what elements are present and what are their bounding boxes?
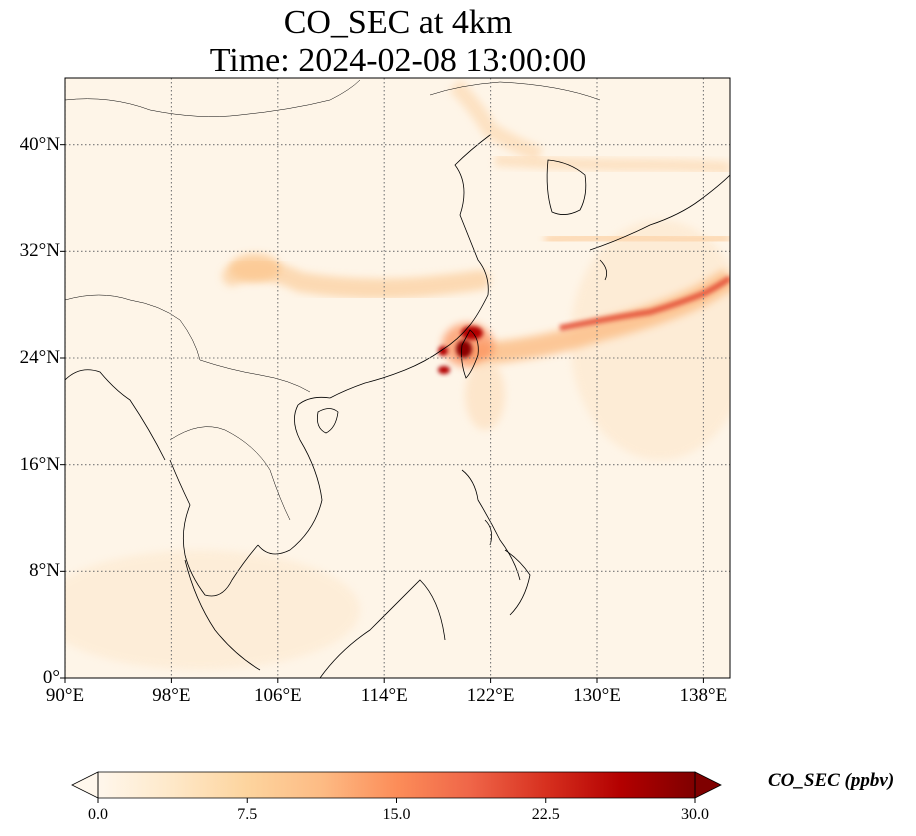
lon-tick-label: 130°E	[573, 685, 621, 706]
lon-tick-label: 114°E	[360, 685, 408, 706]
lat-tick-label: 24°N	[19, 347, 60, 368]
colorbar-tick-label: 15.0	[382, 806, 411, 823]
colorbar-tick-label: 7.5	[237, 806, 258, 823]
lat-tick-label: 40°N	[19, 133, 60, 155]
map-time-subtitle: Time: 2024-02-08 13:00:00	[209, 42, 587, 79]
gridlines	[65, 78, 730, 678]
lon-tick-label: 106°E	[253, 685, 302, 706]
colorbar-high-extension	[694, 771, 722, 799]
lon-tick-label: 138°E	[679, 685, 728, 706]
map-title: CO_SEC at 4km	[283, 4, 513, 41]
colorbar-label: CO_SEC (ppbv)	[768, 770, 895, 791]
lon-tick-label: 122°E	[466, 685, 515, 706]
axis-ticks	[60, 144, 704, 683]
colorbar-tick-label: 30.0	[681, 806, 709, 823]
colorbar-gradient	[98, 772, 695, 798]
lat-tick-label: 8°N	[29, 560, 60, 582]
map-frame	[64, 77, 731, 679]
colorbar	[71, 771, 722, 803]
lat-tick-label: 16°N	[19, 453, 60, 475]
lat-tick-label: 32°N	[19, 240, 60, 262]
colorbar-tick-label: 0.0	[88, 806, 108, 823]
lon-tick-label: 90°E	[45, 685, 85, 706]
lon-tick-label: 98°E	[152, 685, 191, 706]
colorbar-low-extension	[71, 771, 99, 799]
colorbar-tick-label: 22.5	[531, 806, 560, 823]
lat-tick-label: 0°	[42, 667, 60, 688]
